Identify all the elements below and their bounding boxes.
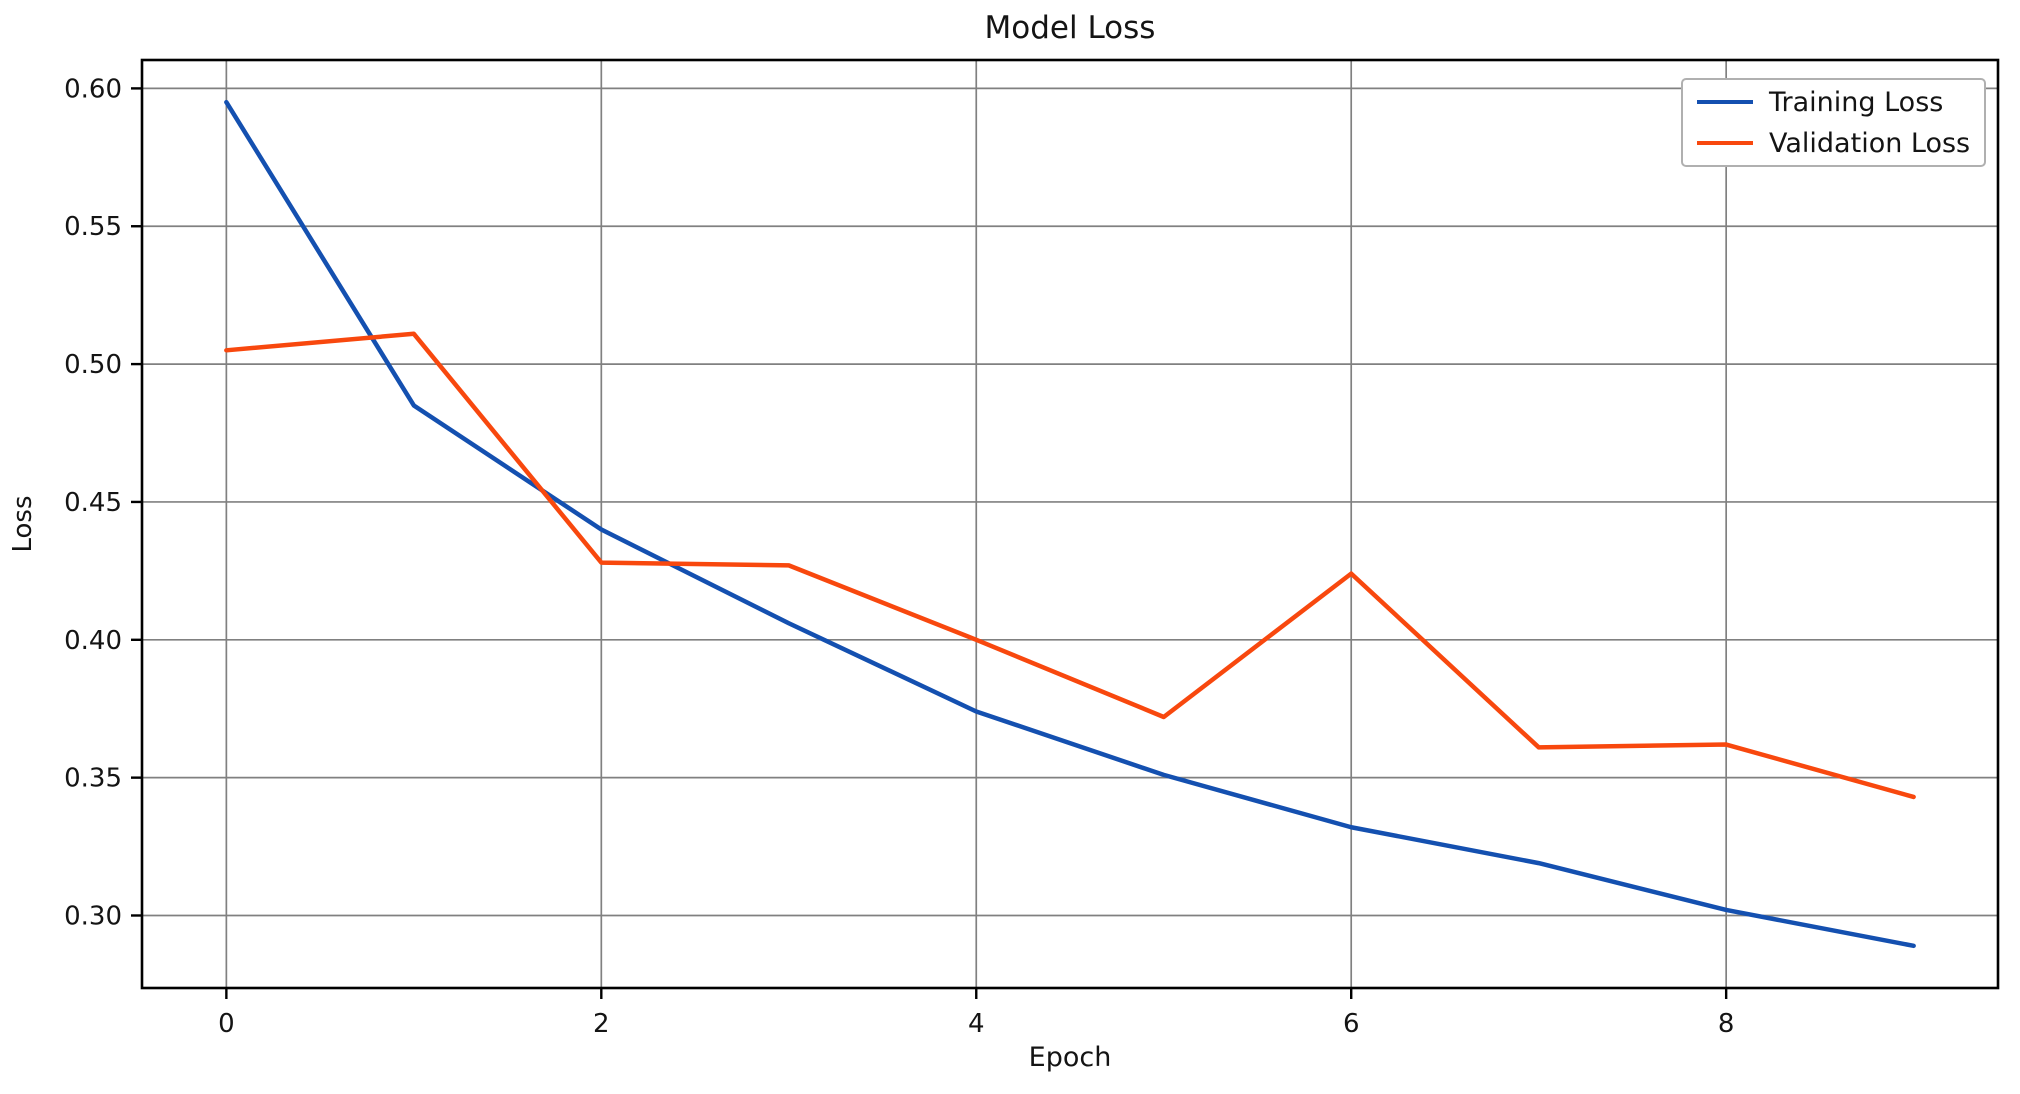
- y-tick-label: 0.30: [64, 901, 122, 931]
- x-tick-label: 0: [218, 1009, 235, 1039]
- axes-spines: [140, 58, 2000, 990]
- legend-label-validation-loss: Validation Loss: [1769, 127, 1971, 159]
- legend-item-validation-loss: Validation Loss: [1697, 128, 1970, 159]
- training-loss-line-icon: [1697, 100, 1753, 104]
- legend-label-training-loss: Training Loss: [1769, 86, 1944, 118]
- series-line-validation-loss: [224, 331, 1916, 800]
- legend: Training Loss Validation Loss: [1681, 78, 1986, 167]
- series-line-training-loss: [224, 99, 1916, 949]
- x-tick-label: 8: [1718, 1009, 1735, 1039]
- x-tick-label: 2: [593, 1009, 610, 1039]
- x-axis-label: Epoch: [1028, 1042, 1112, 1073]
- y-tick-label: 0.50: [64, 350, 122, 380]
- chart-title: Model Loss: [984, 10, 1156, 46]
- y-tick-label: 0.60: [64, 74, 122, 104]
- x-tick-label: 6: [1343, 1009, 1360, 1039]
- validation-loss-line-icon: [1697, 141, 1753, 145]
- y-tick-label: 0.45: [64, 488, 122, 518]
- legend-item-training-loss: Training Loss: [1697, 87, 1970, 118]
- y-tick-label: 0.55: [64, 212, 122, 242]
- x-tick-label: 4: [968, 1009, 985, 1039]
- y-tick-label: 0.35: [64, 764, 122, 794]
- y-tick-label: 0.40: [64, 626, 122, 656]
